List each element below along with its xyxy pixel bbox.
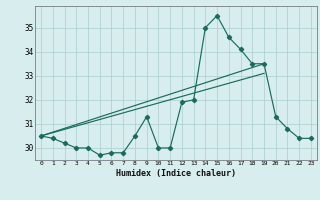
- X-axis label: Humidex (Indice chaleur): Humidex (Indice chaleur): [116, 169, 236, 178]
